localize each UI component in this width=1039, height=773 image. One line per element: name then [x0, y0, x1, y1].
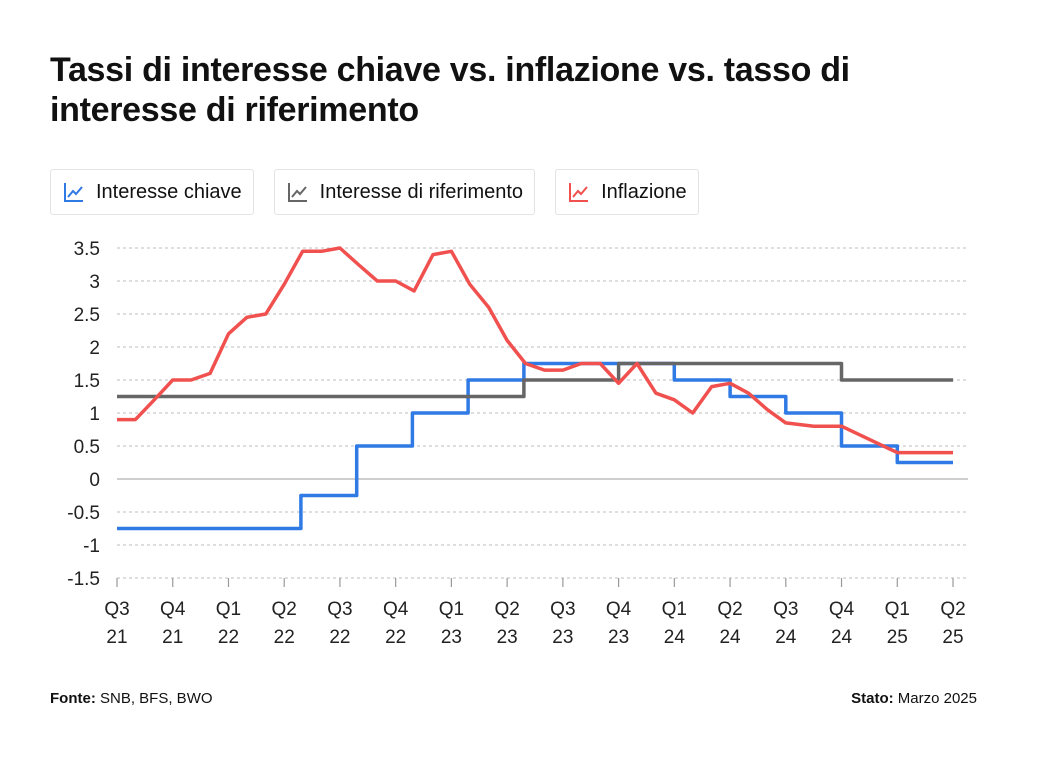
y-tick-label: -0.5 — [67, 503, 100, 524]
x-tick-label: 23 — [497, 627, 518, 648]
y-tick-label: 2 — [89, 338, 100, 359]
line-chart-icon — [64, 183, 83, 202]
source-value: SNB, BFS, BWO — [100, 690, 213, 707]
status-value: Marzo 2025 — [897, 690, 977, 707]
y-tick-label: 3 — [89, 272, 100, 293]
series-line-inflazione — [117, 246, 953, 455]
x-tick-label: Q1 — [439, 599, 464, 620]
x-tick-label: Q4 — [160, 599, 186, 620]
y-tick-label: 0 — [89, 470, 100, 491]
x-axis: Q3 21 Q4 21 Q1 22 Q2 22 Q3 22 Q4 22 Q1 23 Q2 23 Q3 23 Q4 23… — [104, 577, 968, 648]
series-line-interesse-di-riferimento — [117, 361, 953, 399]
x-tick-label: 24 — [831, 627, 853, 648]
x-tick-label: 22 — [385, 627, 406, 648]
x-tick-label: Q4 — [606, 599, 632, 620]
x-tick-label: Q3 — [773, 599, 798, 620]
x-tick-label: Q3 — [104, 599, 129, 620]
legend-label: Inflazione — [601, 180, 687, 203]
source-note: Fonte: SNB, BFS, BWO — [50, 690, 213, 707]
x-tick-label: 25 — [942, 627, 963, 648]
x-tick-label: Q2 — [940, 599, 965, 620]
legend-label: Interesse di riferimento — [319, 180, 524, 203]
x-tick-label: Q2 — [494, 599, 519, 620]
chart-title: Tassi di interesse chiave vs. inflazione… — [50, 51, 850, 129]
x-tick-label: 22 — [274, 627, 295, 648]
y-tick-label: -1 — [83, 536, 100, 557]
legend-label: Interesse chiave — [96, 180, 242, 203]
x-tick-label: 24 — [719, 627, 741, 648]
legend: Interesse chiave Interesse di riferiment… — [50, 169, 699, 215]
legend-item-inflazione[interactable]: Inflazione — [555, 169, 699, 215]
y-tick-label: 0.5 — [74, 437, 100, 458]
x-tick-label: 22 — [218, 627, 239, 648]
status-label: Stato: — [851, 690, 894, 707]
y-tick-label: 3.5 — [74, 239, 100, 260]
x-tick-label: Q1 — [662, 599, 687, 620]
x-tick-label: Q3 — [550, 599, 575, 620]
x-tick-label: 21 — [106, 627, 127, 648]
legend-item-interesse-di-riferimento[interactable]: Interesse di riferimento — [273, 169, 536, 215]
x-tick-label: Q4 — [383, 599, 409, 620]
x-tick-label: Q1 — [885, 599, 910, 620]
line-chart-icon — [569, 183, 589, 202]
y-tick-label: 2.5 — [74, 305, 100, 326]
x-tick-label: 23 — [441, 627, 462, 648]
x-tick-label: 23 — [608, 627, 629, 648]
x-tick-label: Q3 — [327, 599, 352, 620]
line-chart-icon — [287, 183, 307, 202]
line-chart: 3.532.521.510.50-0.5-1-1.5 Q321Q421Q122Q… — [67, 239, 968, 648]
x-tick-label: Q1 — [216, 599, 241, 620]
legend-item-interesse-chiave[interactable]: Interesse chiave — [50, 169, 254, 215]
x-tick-label: 21 — [162, 627, 183, 648]
y-tick-label: -1.5 — [67, 569, 100, 590]
y-axis: 3.5 3 2.5 2 1.5 1 0.5 0 -0.5 -1 -1.5 — [67, 239, 100, 590]
status-note: Stato: Marzo 2025 — [851, 690, 977, 707]
x-tick-label: 24 — [664, 627, 686, 648]
series-lines — [117, 246, 953, 531]
x-tick-label: 22 — [329, 627, 350, 648]
source-label: Fonte: — [50, 690, 96, 707]
y-tick-label: 1 — [89, 404, 100, 425]
x-tick-label: 25 — [887, 627, 908, 648]
y-tick-label: 1.5 — [74, 371, 100, 392]
x-tick-label: Q2 — [717, 599, 742, 620]
x-tick-label: 24 — [775, 627, 797, 648]
x-tick-label: Q2 — [272, 599, 297, 620]
x-tick-label: Q4 — [829, 599, 855, 620]
x-tick-label: 23 — [552, 627, 573, 648]
